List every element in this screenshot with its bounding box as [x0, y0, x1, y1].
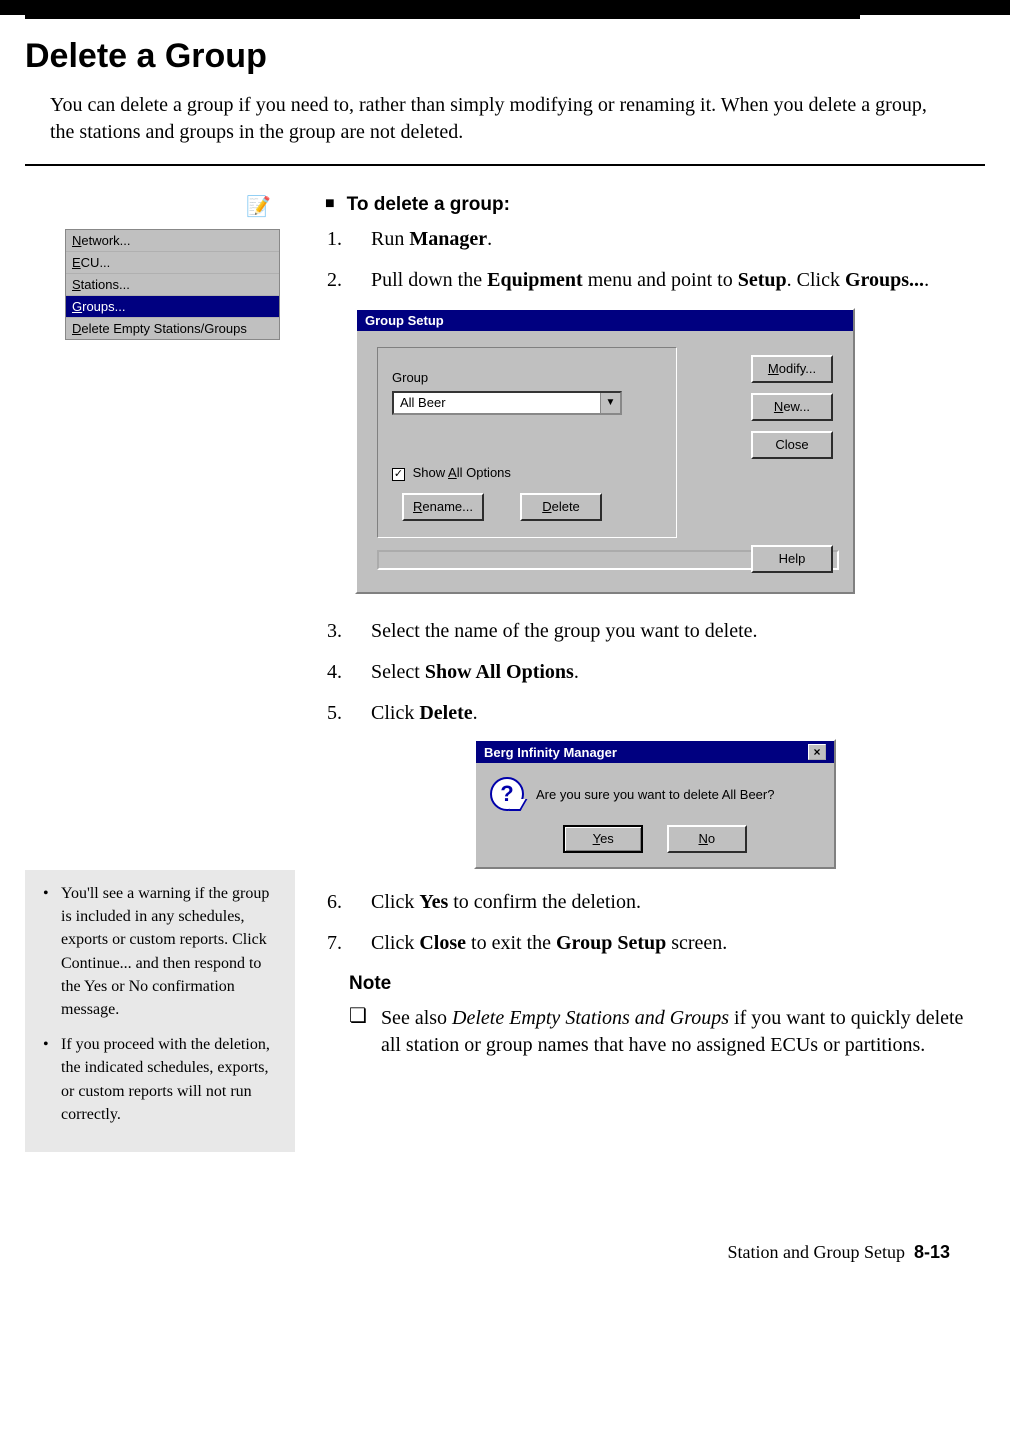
- modify-button[interactable]: Modify...: [751, 355, 833, 383]
- top-black-bar: [0, 0, 1010, 15]
- step-7: 7.Click Close to exit the Group Setup sc…: [349, 930, 985, 957]
- menu-item-groups[interactable]: Groups...: [66, 296, 279, 318]
- group-combo-value: All Beer: [394, 393, 600, 413]
- page-footer: Station and Group Setup 8-13: [0, 1152, 1010, 1293]
- group-label: Group: [392, 370, 662, 385]
- note-icon: 📝: [25, 194, 315, 219]
- confirm-message: Are you sure you want to delete All Beer…: [536, 787, 774, 802]
- help-button[interactable]: Help: [751, 545, 833, 573]
- show-all-options-checkbox[interactable]: ✓ Show All Options: [392, 465, 662, 481]
- menu-item-network[interactable]: Network...: [66, 230, 279, 252]
- intro-paragraph: You can delete a group if you need to, r…: [50, 92, 940, 146]
- menu-item-stations[interactable]: Stations...: [66, 274, 279, 296]
- step-6: 6.Click Yes to confirm the deletion.: [349, 889, 985, 916]
- question-icon: ?: [490, 777, 524, 811]
- note-heading: Note: [349, 973, 985, 995]
- horizontal-rule: [25, 164, 985, 166]
- side-note-box: You'll see a warning if the group is inc…: [25, 870, 295, 1152]
- square-bullet-icon: ■: [325, 195, 335, 212]
- title-divider: [25, 15, 860, 19]
- step-1: 1.Run Manager.: [349, 226, 985, 253]
- no-button[interactable]: No: [667, 825, 747, 853]
- confirm-title: Berg Infinity Manager: [484, 745, 617, 760]
- dialog-title: Group Setup: [357, 310, 853, 331]
- menu-item-ecu[interactable]: ECU...: [66, 252, 279, 274]
- chevron-down-icon[interactable]: ▼: [600, 393, 620, 413]
- step-5: 5.Click Delete.: [349, 700, 985, 727]
- new-button[interactable]: New...: [751, 393, 833, 421]
- step-2: 2.Pull down the Equipment menu and point…: [349, 267, 985, 294]
- yes-button[interactable]: Yes: [563, 825, 643, 853]
- side-note-2: If you proceed with the deletion, the in…: [57, 1033, 281, 1126]
- step-4: 4.Select Show All Options.: [349, 659, 985, 686]
- page-title: Delete a Group: [25, 37, 1010, 76]
- hollow-square-icon: ❏: [349, 1005, 367, 1059]
- procedure-heading: ■To delete a group:: [325, 194, 985, 216]
- side-note-1: You'll see a warning if the group is inc…: [57, 882, 281, 1021]
- close-button[interactable]: Close: [751, 431, 833, 459]
- note-item: ❏ See also Delete Empty Stations and Gro…: [349, 1005, 985, 1059]
- confirm-dialog: Berg Infinity Manager × ? Are you sure y…: [474, 739, 836, 869]
- close-icon[interactable]: ×: [808, 744, 826, 760]
- setup-submenu: Network... ECU... Stations... Groups... …: [65, 229, 280, 340]
- rename-button[interactable]: Rename...: [402, 493, 484, 521]
- group-setup-dialog: Group Setup Group All Beer ▼ ✓ Show All …: [355, 308, 855, 594]
- group-combo[interactable]: All Beer ▼: [392, 391, 622, 415]
- step-3: 3.Select the name of the group you want …: [349, 618, 985, 645]
- delete-button[interactable]: Delete: [520, 493, 602, 521]
- menu-item-delete-empty[interactable]: Delete Empty Stations/Groups: [66, 318, 279, 339]
- checkbox-icon: ✓: [392, 468, 405, 481]
